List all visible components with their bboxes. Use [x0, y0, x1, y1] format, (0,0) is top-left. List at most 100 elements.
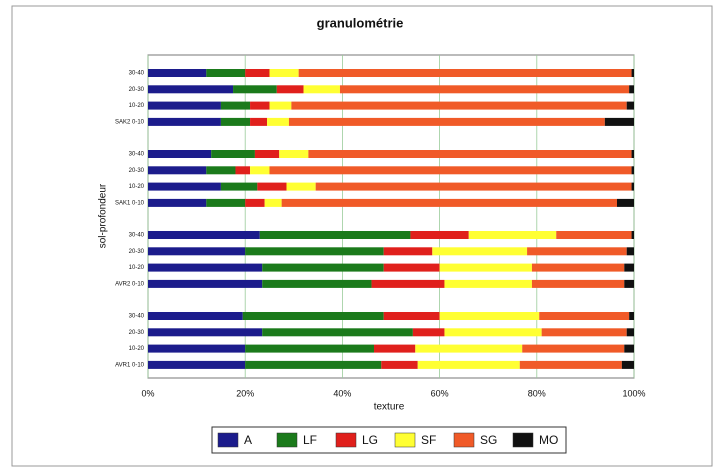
legend-swatch	[335, 432, 357, 448]
bar-segment	[626, 247, 634, 256]
bar-segment	[245, 360, 382, 369]
y-tick-label: 20-30	[129, 249, 145, 255]
bar-segment	[531, 279, 625, 288]
legend-label: LF	[303, 433, 317, 447]
bar-segment	[245, 344, 374, 353]
bar-segment	[242, 312, 384, 320]
y-tick-label: 10-20	[129, 184, 145, 190]
y-tick-label: 20-30	[129, 168, 145, 174]
bar-segment	[371, 279, 445, 288]
bar-segment	[291, 101, 627, 110]
bar-segment	[233, 85, 277, 94]
bar-segment	[444, 279, 532, 288]
bar-segment	[631, 150, 634, 158]
y-axis-label: sol-profondeur	[98, 183, 109, 248]
bar-segment	[631, 182, 634, 191]
bar-segment	[148, 279, 263, 288]
bar-segment	[439, 263, 532, 272]
y-tick-label: 30-40	[129, 233, 145, 239]
legend-swatch	[394, 432, 416, 448]
bar-segment	[220, 182, 258, 191]
bar-segment	[245, 198, 265, 207]
bar-segment	[262, 279, 372, 288]
bar-segment	[148, 263, 263, 272]
bar-segment	[269, 101, 292, 110]
bar-segment	[148, 69, 207, 77]
bar-segment	[288, 117, 605, 126]
bar-segment	[206, 166, 236, 175]
bar-segment	[235, 166, 251, 175]
y-tick-label: AVR1 0-10	[115, 362, 145, 368]
bar-segment	[539, 312, 630, 320]
bar-segment	[148, 117, 221, 126]
bar-segment	[629, 312, 634, 320]
x-tick-label: 0%	[141, 388, 154, 398]
legend-label: A	[244, 433, 252, 447]
bar-segment	[412, 328, 445, 337]
bar-segment	[444, 328, 542, 337]
bar-segment	[148, 360, 246, 369]
bar-segment	[373, 344, 416, 353]
bar-segment	[303, 85, 340, 94]
legend-swatch	[276, 432, 298, 448]
y-tick-label: SAK2 0-10	[115, 119, 145, 125]
bar-segment	[631, 231, 634, 239]
legend-swatch	[217, 432, 239, 448]
bar-segment	[531, 263, 625, 272]
bar-segment	[206, 198, 246, 207]
bar-segment	[148, 312, 243, 320]
bar-segment	[262, 328, 413, 337]
bar-segment	[415, 344, 523, 353]
legend-swatch	[512, 432, 534, 448]
x-tick-label: 80%	[528, 388, 546, 398]
bar-segment	[269, 69, 299, 77]
x-tick-label: 20%	[236, 388, 254, 398]
bar-segment	[259, 231, 411, 239]
legend-label: LG	[362, 433, 378, 447]
bar-segment	[264, 198, 282, 207]
bar-segment	[148, 166, 207, 175]
bar-segment	[279, 150, 309, 158]
bar-segment	[254, 150, 280, 158]
bar-segment	[522, 344, 625, 353]
bar-segment	[220, 101, 251, 110]
legend-label: SF	[421, 433, 436, 447]
bar-segment	[631, 69, 634, 77]
y-tick-label: 20-30	[129, 330, 145, 336]
bar-segment	[624, 263, 634, 272]
bar-segment	[250, 166, 270, 175]
bar-segment	[541, 328, 627, 337]
bar-segment	[410, 231, 469, 239]
bar-segment	[245, 69, 270, 77]
y-tick-label: AVR2 0-10	[115, 281, 145, 287]
bar-segment	[211, 150, 255, 158]
legend-box	[211, 426, 567, 454]
bar-segment	[468, 231, 557, 239]
chart-title: granulométrie	[317, 15, 404, 30]
bar-segment	[624, 279, 634, 288]
bar-segment	[148, 328, 263, 337]
bar-segment	[206, 69, 246, 77]
bar-segment	[383, 247, 433, 256]
bar-segment	[148, 198, 207, 207]
bar-segment	[439, 312, 540, 320]
bar-segment	[257, 182, 287, 191]
bar-segment	[267, 117, 289, 126]
y-tick-label: 30-40	[129, 71, 145, 77]
y-tick-label: 10-20	[129, 265, 145, 271]
bar-segment	[148, 182, 221, 191]
bar-segment	[432, 247, 528, 256]
bar-segment	[250, 101, 270, 110]
bar-segment	[616, 198, 634, 207]
y-tick-label: SAK1 0-10	[115, 200, 145, 206]
bar-segment	[286, 182, 316, 191]
bar-segment	[308, 150, 632, 158]
bar-segment	[417, 360, 520, 369]
bar-segment	[339, 85, 630, 94]
x-tick-label: 100%	[622, 388, 645, 398]
x-tick-label: 60%	[431, 388, 449, 398]
bar-segment	[556, 231, 632, 239]
x-tick-label: 40%	[333, 388, 351, 398]
bar-segment	[250, 117, 268, 126]
bar-segment	[626, 328, 634, 337]
